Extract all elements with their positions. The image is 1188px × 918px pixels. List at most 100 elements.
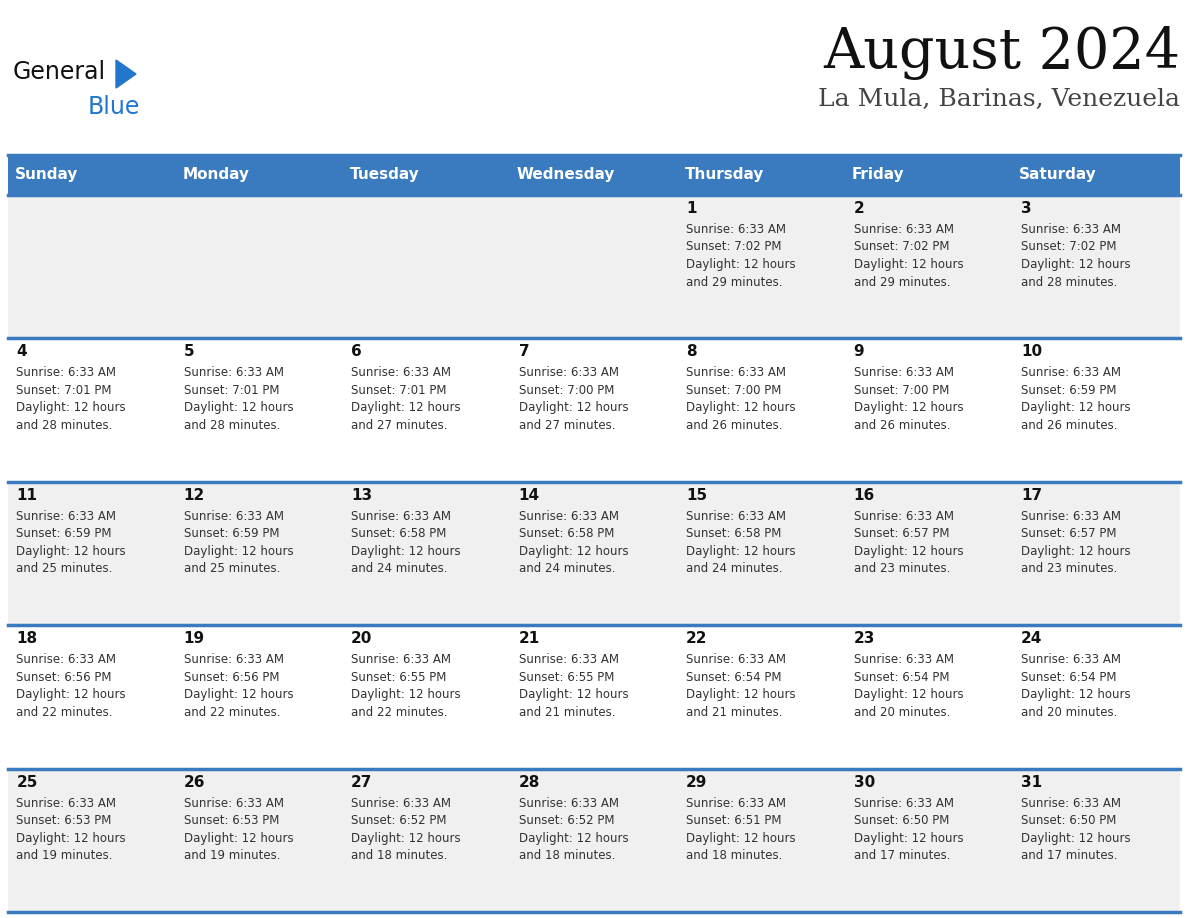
Text: Sunrise: 6:33 AM: Sunrise: 6:33 AM [519,366,619,379]
Text: 5: 5 [184,344,195,360]
Text: and 24 minutes.: and 24 minutes. [687,563,783,576]
Text: and 24 minutes.: and 24 minutes. [352,563,448,576]
Bar [511,482,677,625]
Text: Daylight: 12 hours: Daylight: 12 hours [687,832,796,845]
Bar [845,768,1012,912]
Text: Daylight: 12 hours: Daylight: 12 hours [352,688,461,701]
Text: Daylight: 12 hours: Daylight: 12 hours [1020,401,1131,414]
Bar [8,195,176,339]
Text: and 22 minutes.: and 22 minutes. [17,706,113,719]
Bar [343,195,511,339]
Text: Daylight: 12 hours: Daylight: 12 hours [519,544,628,558]
Text: 29: 29 [687,775,708,789]
Bar [176,768,343,912]
Text: Sunset: 7:01 PM: Sunset: 7:01 PM [184,384,279,397]
Text: Daylight: 12 hours: Daylight: 12 hours [853,832,963,845]
Polygon shape [116,60,135,88]
Text: Daylight: 12 hours: Daylight: 12 hours [17,401,126,414]
Text: Sunrise: 6:33 AM: Sunrise: 6:33 AM [352,797,451,810]
Text: Sunrise: 6:33 AM: Sunrise: 6:33 AM [853,797,954,810]
Text: and 26 minutes.: and 26 minutes. [687,419,783,431]
Text: and 18 minutes.: and 18 minutes. [352,849,448,862]
Text: Sunrise: 6:33 AM: Sunrise: 6:33 AM [352,654,451,666]
Text: and 28 minutes.: and 28 minutes. [17,419,113,431]
Text: and 26 minutes.: and 26 minutes. [853,419,950,431]
Text: Daylight: 12 hours: Daylight: 12 hours [519,832,628,845]
Text: and 21 minutes.: and 21 minutes. [687,706,783,719]
Text: Sunset: 6:54 PM: Sunset: 6:54 PM [853,671,949,684]
Bar [1012,195,1180,339]
Text: Sunrise: 6:33 AM: Sunrise: 6:33 AM [687,654,786,666]
Text: Daylight: 12 hours: Daylight: 12 hours [687,401,796,414]
Text: Sunset: 7:00 PM: Sunset: 7:00 PM [853,384,949,397]
Bar [343,339,511,482]
Text: 27: 27 [352,775,373,789]
Text: Sunrise: 6:33 AM: Sunrise: 6:33 AM [519,654,619,666]
Text: 19: 19 [184,632,204,646]
Bar [511,155,677,195]
Text: Daylight: 12 hours: Daylight: 12 hours [687,258,796,271]
Text: and 28 minutes.: and 28 minutes. [184,419,280,431]
Text: and 18 minutes.: and 18 minutes. [687,849,783,862]
Text: Sunset: 6:56 PM: Sunset: 6:56 PM [184,671,279,684]
Bar [343,482,511,625]
Bar [845,155,1012,195]
Bar [176,195,343,339]
Text: Sunset: 6:52 PM: Sunset: 6:52 PM [352,814,447,827]
Text: Sunrise: 6:33 AM: Sunrise: 6:33 AM [1020,509,1121,522]
Text: Sunset: 6:57 PM: Sunset: 6:57 PM [853,527,949,541]
Text: 30: 30 [853,775,874,789]
Bar [845,482,1012,625]
Text: Wednesday: Wednesday [517,167,615,183]
Text: Daylight: 12 hours: Daylight: 12 hours [687,688,796,701]
Bar [343,625,511,768]
Text: 26: 26 [184,775,206,789]
Bar [845,625,1012,768]
Text: Sunrise: 6:33 AM: Sunrise: 6:33 AM [184,509,284,522]
Text: and 23 minutes.: and 23 minutes. [853,563,950,576]
Bar [1012,155,1180,195]
Text: Sunset: 6:57 PM: Sunset: 6:57 PM [1020,527,1117,541]
Text: Daylight: 12 hours: Daylight: 12 hours [17,832,126,845]
Text: and 25 minutes.: and 25 minutes. [184,563,280,576]
Bar [176,155,343,195]
Text: and 17 minutes.: and 17 minutes. [853,849,950,862]
Bar [1012,482,1180,625]
Bar [845,195,1012,339]
Text: Sunset: 6:58 PM: Sunset: 6:58 PM [519,527,614,541]
Text: 15: 15 [687,487,707,503]
Text: Saturday: Saturday [1019,167,1097,183]
Text: Sunset: 6:53 PM: Sunset: 6:53 PM [17,814,112,827]
Bar [176,339,343,482]
Text: Sunrise: 6:33 AM: Sunrise: 6:33 AM [687,223,786,236]
Text: Sunrise: 6:33 AM: Sunrise: 6:33 AM [1020,654,1121,666]
Text: 3: 3 [1020,201,1031,216]
Bar [511,339,677,482]
Text: Sunrise: 6:33 AM: Sunrise: 6:33 AM [1020,223,1121,236]
Text: and 21 minutes.: and 21 minutes. [519,706,615,719]
Text: and 17 minutes.: and 17 minutes. [1020,849,1118,862]
Text: Sunset: 6:59 PM: Sunset: 6:59 PM [17,527,112,541]
Text: Sunday: Sunday [14,167,78,183]
Text: Sunrise: 6:33 AM: Sunrise: 6:33 AM [17,797,116,810]
Bar [677,155,845,195]
Text: 8: 8 [687,344,696,360]
Text: Sunset: 7:01 PM: Sunset: 7:01 PM [17,384,112,397]
Bar [1012,339,1180,482]
Text: Sunset: 7:01 PM: Sunset: 7:01 PM [352,384,447,397]
Text: Sunset: 7:02 PM: Sunset: 7:02 PM [1020,241,1117,253]
Text: Sunset: 6:58 PM: Sunset: 6:58 PM [687,527,782,541]
Text: Sunrise: 6:33 AM: Sunrise: 6:33 AM [853,223,954,236]
Text: Daylight: 12 hours: Daylight: 12 hours [17,544,126,558]
Text: Daylight: 12 hours: Daylight: 12 hours [184,401,293,414]
Text: Sunrise: 6:33 AM: Sunrise: 6:33 AM [853,654,954,666]
Text: Daylight: 12 hours: Daylight: 12 hours [687,544,796,558]
Text: and 25 minutes.: and 25 minutes. [17,563,113,576]
Text: Sunset: 6:59 PM: Sunset: 6:59 PM [184,527,279,541]
Text: 1: 1 [687,201,696,216]
Text: 24: 24 [1020,632,1042,646]
Bar [343,768,511,912]
Text: August 2024: August 2024 [823,25,1180,80]
Text: 20: 20 [352,632,373,646]
Text: 9: 9 [853,344,864,360]
